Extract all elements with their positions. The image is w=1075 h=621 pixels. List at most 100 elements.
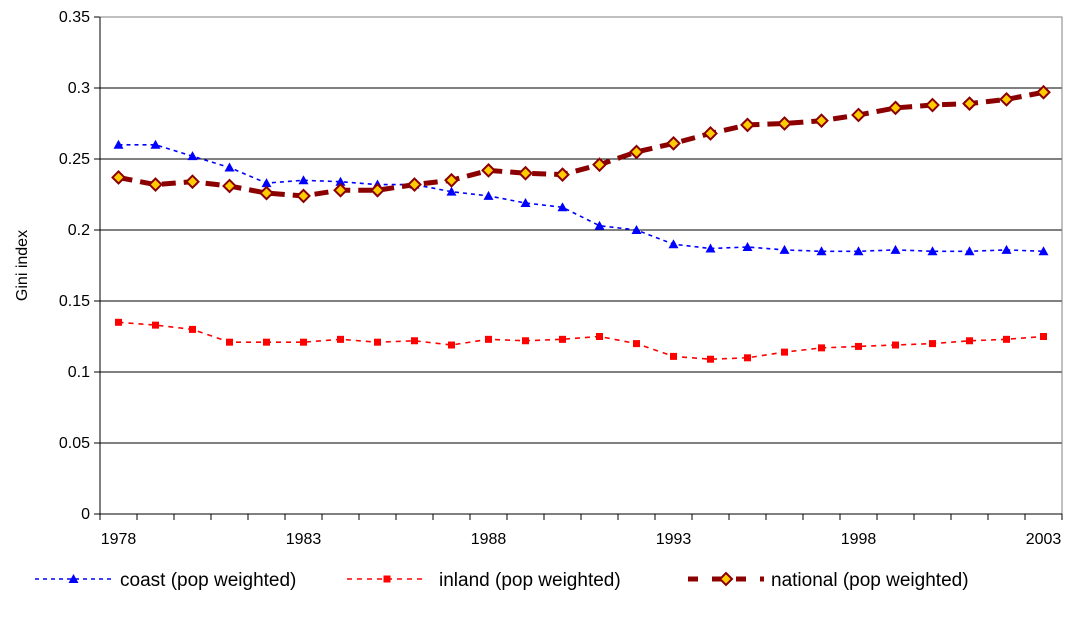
x-tick-label: 2003 (1026, 531, 1062, 548)
data-point (777, 116, 792, 131)
data-point (962, 96, 977, 112)
data-point (226, 338, 233, 346)
data-point (666, 135, 681, 151)
data-point (1036, 84, 1051, 100)
data-point (298, 175, 309, 185)
data-point (818, 344, 825, 352)
data-point (707, 355, 714, 363)
data-point (1003, 335, 1010, 343)
data-point (224, 162, 235, 172)
x-tick-label: 1998 (841, 531, 877, 548)
x-tick-label: 1993 (656, 531, 692, 548)
legend-marker (718, 571, 734, 587)
series-3 (111, 84, 1051, 204)
data-point (888, 100, 903, 116)
data-point (629, 144, 644, 160)
y-tick-label: 0.1 (68, 364, 90, 381)
data-point (851, 107, 866, 123)
legend-label: national (pop weighted) (771, 570, 969, 591)
x-tick-label: 1978 (101, 531, 137, 548)
data-point (261, 178, 272, 188)
data-point (370, 182, 385, 198)
data-point (481, 162, 496, 178)
data-point (189, 325, 196, 333)
legend-marker (68, 574, 79, 583)
data-point (263, 338, 270, 346)
y-tick-label: 0.25 (59, 151, 90, 168)
data-point (925, 97, 940, 113)
data-point (111, 170, 126, 185)
x-tick-label: 1983 (286, 531, 322, 548)
data-point (520, 198, 531, 208)
data-point (1038, 246, 1049, 256)
data-point (115, 318, 122, 326)
data-point (744, 354, 751, 362)
data-point (407, 177, 422, 192)
legend: coast (pop weighted) inland (pop weighted… (35, 570, 969, 591)
legend-label: coast (pop weighted) (120, 570, 296, 591)
data-point (185, 174, 200, 190)
data-point (300, 338, 307, 346)
y-tick-label: 0.2 (68, 222, 90, 239)
data-point (929, 340, 936, 348)
data-point (337, 335, 344, 343)
data-point (113, 139, 124, 149)
data-point (448, 341, 455, 349)
y-tick-label: 0 (81, 506, 90, 523)
data-point (444, 172, 459, 188)
y-tick-label: 0.35 (59, 9, 90, 26)
data-point (296, 188, 311, 204)
data-point (703, 126, 718, 141)
y-axis-title: Gini index (14, 230, 31, 301)
data-point (781, 348, 788, 356)
axes: 0 0.05 0.1 0.15 0.2 0.25 0.3 0.35 1978 1983 1988 19… (14, 9, 1063, 548)
series-line (118, 321, 1044, 361)
data-point (1040, 333, 1047, 340)
data-point (742, 242, 753, 252)
series-line (118, 144, 1044, 253)
series-1 (113, 139, 1049, 256)
data-point (559, 335, 566, 343)
data-point (333, 182, 348, 198)
data-point (557, 202, 568, 212)
data-point (522, 337, 529, 345)
legend-item-2: inland (pop weighted) (347, 570, 621, 591)
data-point (592, 157, 607, 173)
series-2 (115, 318, 1047, 363)
series-group (111, 84, 1051, 363)
data-point (855, 342, 862, 350)
data-point (150, 139, 161, 149)
data-point (814, 113, 829, 129)
data-point (633, 340, 640, 348)
data-point (555, 167, 570, 183)
data-point (892, 341, 899, 349)
data-point (594, 220, 605, 230)
legend-label: inland (pop weighted) (439, 570, 621, 591)
data-point (999, 91, 1014, 107)
data-point (816, 246, 827, 256)
data-point (411, 337, 418, 345)
data-point (152, 321, 159, 329)
legend-item-1: coast (pop weighted) (35, 570, 296, 591)
legend-item-3: national (pop weighted) (688, 570, 969, 591)
data-point (779, 244, 790, 254)
data-point (853, 246, 864, 256)
data-point (927, 246, 938, 256)
data-point (1001, 244, 1012, 254)
data-point (483, 190, 494, 200)
plot-area-border (99, 16, 1063, 515)
data-point (259, 185, 274, 201)
data-point (668, 239, 679, 249)
data-point (148, 177, 163, 192)
legend-marker (383, 575, 391, 583)
data-point (740, 117, 755, 133)
data-point (596, 333, 603, 340)
data-point (335, 176, 346, 186)
data-point (964, 246, 975, 256)
data-point (966, 337, 973, 345)
data-point (187, 151, 198, 161)
data-point (485, 335, 492, 343)
gridlines (100, 16, 1062, 444)
data-point (890, 244, 901, 254)
